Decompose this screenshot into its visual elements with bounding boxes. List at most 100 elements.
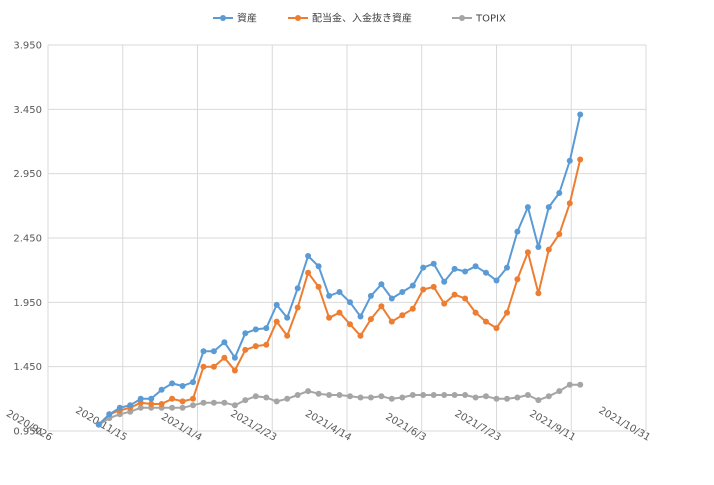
data-point — [493, 277, 500, 284]
data-point — [179, 398, 186, 405]
data-point — [441, 392, 448, 398]
data-point — [294, 304, 301, 311]
data-point — [441, 278, 448, 285]
data-point — [556, 190, 563, 196]
y-tick-label: 1.450 — [13, 362, 42, 373]
data-point — [326, 314, 333, 321]
data-point — [566, 157, 573, 164]
x-tick-label: 2021/9/11 — [527, 408, 577, 443]
series-1 — [95, 156, 584, 428]
data-point — [263, 325, 270, 332]
data-point — [462, 392, 469, 398]
data-point — [252, 343, 259, 350]
data-point — [483, 393, 489, 400]
data-point — [231, 402, 238, 409]
data-point — [242, 346, 249, 353]
data-point — [577, 111, 584, 118]
data-point — [116, 404, 123, 411]
data-point — [294, 392, 301, 398]
x-tick-label: 2021/2/23 — [228, 408, 278, 443]
data-point — [305, 269, 312, 276]
data-point — [179, 383, 186, 389]
data-point — [221, 399, 228, 406]
data-point — [399, 312, 406, 319]
data-point — [545, 393, 552, 400]
data-point — [420, 264, 427, 271]
data-point — [420, 286, 427, 293]
data-point — [556, 231, 563, 238]
data-point — [566, 381, 573, 388]
x-tick-label: 2021/6/3 — [383, 412, 427, 444]
series-2 — [95, 381, 584, 428]
data-point — [441, 300, 448, 307]
data-point — [462, 268, 469, 275]
data-point — [420, 392, 427, 398]
legend-marker — [459, 15, 465, 21]
data-point — [430, 260, 437, 267]
data-point — [378, 281, 385, 288]
data-point — [200, 348, 207, 355]
legend: 資産 配当金、入金抜き資産 TOPIX — [213, 12, 506, 25]
data-point — [200, 399, 207, 406]
y-tick-label: 1.950 — [13, 298, 42, 309]
data-point — [158, 401, 165, 407]
x-tick-label: 2021/1/4 — [159, 412, 203, 444]
gridlines — [47, 44, 647, 432]
y-tick-label: 2.450 — [13, 234, 42, 245]
data-point — [336, 289, 343, 295]
data-point — [263, 341, 270, 348]
data-point — [148, 401, 155, 407]
x-tick-label: 2021/7/23 — [453, 408, 503, 443]
data-point — [472, 309, 479, 316]
legend-label: TOPIX — [475, 14, 506, 25]
y-axis-ticks: 0.950 1.450 1.950 2.450 2.950 3.450 3.950 — [13, 41, 42, 438]
data-point — [148, 395, 155, 402]
data-point — [347, 393, 353, 400]
data-point — [462, 295, 469, 302]
data-point — [577, 381, 584, 388]
data-point — [388, 395, 395, 402]
data-point — [315, 263, 322, 270]
data-point — [409, 282, 416, 289]
data-point — [326, 292, 333, 299]
x-tick-label: 2020/9/26 — [4, 408, 54, 443]
data-point — [210, 363, 217, 370]
data-point — [378, 303, 385, 310]
x-tick-label: 2021/10/31 — [597, 405, 652, 443]
data-point — [190, 395, 196, 402]
data-point — [242, 397, 249, 404]
legend-marker — [295, 15, 301, 21]
data-point — [535, 397, 542, 404]
data-point — [158, 386, 165, 393]
data-point — [357, 332, 364, 339]
data-point — [347, 321, 353, 328]
data-point — [493, 395, 500, 402]
data-point — [493, 325, 500, 332]
data-point — [336, 392, 343, 398]
series-group — [95, 111, 584, 428]
data-point — [483, 318, 489, 325]
data-point — [367, 292, 374, 299]
data-point — [451, 291, 458, 298]
data-point — [514, 394, 521, 401]
data-point — [504, 309, 510, 316]
data-point — [210, 399, 217, 406]
data-point — [577, 156, 584, 163]
data-point — [200, 363, 207, 370]
legend-entry-1: 配当金、入金抜き資産 — [288, 12, 412, 25]
data-point — [514, 228, 521, 235]
data-point — [169, 380, 176, 387]
data-point — [367, 394, 374, 401]
series-0 — [95, 111, 584, 428]
data-point — [294, 285, 301, 292]
data-point — [190, 379, 196, 386]
data-point — [483, 269, 489, 276]
data-point — [451, 392, 458, 398]
legend-label: 配当金、入金抜き資産 — [312, 12, 412, 25]
data-point — [367, 316, 374, 323]
data-point — [231, 354, 238, 361]
data-point — [284, 395, 291, 402]
data-point — [535, 290, 542, 297]
